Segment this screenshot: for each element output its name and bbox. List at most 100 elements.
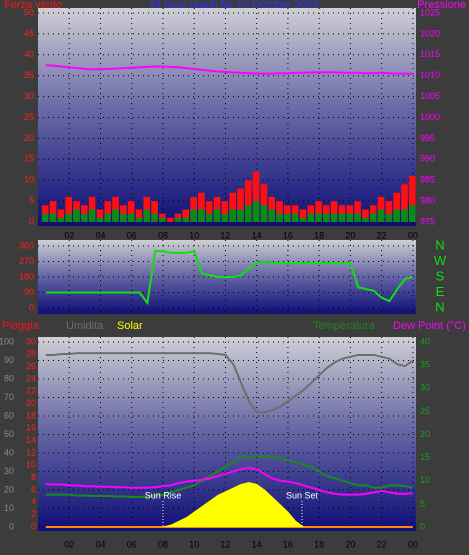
y-tick-label: 26 [26, 361, 36, 371]
y-tick-label: 10 [24, 175, 34, 185]
y-tick-label: 25 [24, 112, 34, 122]
y-tick-label: 40 [420, 336, 430, 346]
y-tick-label: 50 [4, 429, 14, 439]
bar [143, 209, 151, 222]
y-tick-label: 1015 [420, 49, 440, 59]
bar [393, 209, 400, 222]
y-tick-label: 270 [19, 256, 34, 266]
bar [80, 213, 88, 222]
x-tick-label: 02 [64, 230, 74, 240]
y-tick-label: 5 [420, 498, 425, 508]
series-line [45, 466, 413, 496]
y-tick-label: 1005 [420, 91, 440, 101]
bar [299, 209, 307, 222]
x-tick-label: 22 [377, 539, 387, 549]
y-tick-label: 0 [9, 521, 14, 531]
bar [346, 213, 354, 222]
bar [237, 209, 244, 222]
y-tick-label: 985 [420, 175, 435, 185]
x-tick-label: 00 [408, 539, 418, 549]
y-tick-label: 8 [31, 472, 36, 482]
bar [229, 209, 236, 222]
chart-title: 24 hour graph for 10 October 2024 [149, 0, 318, 11]
y-tick-label: 0 [31, 521, 36, 531]
legend-label: Solar [117, 320, 143, 332]
y-tick-label: 980 [420, 195, 435, 205]
bar [338, 213, 346, 222]
bar [151, 213, 158, 222]
x-tick-label: 20 [345, 539, 355, 549]
bar [377, 196, 385, 222]
bar [65, 213, 72, 222]
bar [57, 217, 65, 222]
legend-label: Temperatura [313, 320, 376, 332]
bar [291, 213, 299, 222]
y-tick-label: 40 [24, 49, 34, 59]
bar [315, 213, 322, 222]
y-tick-label: 22 [26, 386, 36, 396]
bar [96, 209, 104, 222]
bar [112, 209, 119, 222]
y-tick-label: 1020 [420, 28, 440, 38]
y-tick-label: 90 [24, 287, 34, 297]
x-tick-label: 10 [189, 230, 199, 240]
y-tick-label: 18 [26, 410, 36, 420]
bar [221, 213, 229, 222]
bar [213, 196, 221, 222]
y-tick-label: 100 [0, 336, 14, 346]
y-tick-label: 10 [26, 460, 36, 470]
bar [120, 213, 127, 222]
bar [354, 201, 361, 222]
y-tick-label: 50 [24, 7, 34, 17]
legend-label: Umidita [66, 320, 104, 332]
x-tick-label: 10 [189, 539, 199, 549]
y-tick-label: 180 [19, 271, 34, 281]
bar [104, 201, 112, 222]
y-tick-label: 0 [29, 216, 34, 226]
y-tick-label: 14 [26, 435, 36, 445]
y-tick-label: 30 [420, 383, 430, 393]
legend-label: Pioggia [2, 320, 40, 332]
y-tick-label: 30 [4, 466, 14, 476]
x-tick-label: 16 [283, 230, 293, 240]
x-tick-label: 04 [95, 539, 105, 549]
y-tick-label: 20 [4, 484, 14, 494]
y-tick-label: 70 [4, 392, 14, 402]
bar [299, 217, 307, 222]
y-tick-label: 6 [31, 484, 36, 494]
bar [354, 213, 361, 222]
bar [88, 209, 96, 222]
bar [362, 209, 369, 222]
x-tick-label: 06 [127, 230, 137, 240]
y-tick-label: 60 [4, 410, 14, 420]
y-tick-label: 15 [24, 154, 34, 164]
bar [276, 201, 283, 222]
x-tick-label: 14 [252, 539, 262, 549]
series-line [45, 249, 414, 306]
x-tick-label: 14 [252, 230, 262, 240]
bar [401, 184, 408, 222]
bar [315, 201, 322, 222]
y-tick-label: 0 [420, 521, 425, 531]
legend-label: Forza vento [4, 0, 62, 11]
bar [393, 192, 400, 222]
y-tick-label: 45 [24, 28, 34, 38]
bar [385, 213, 393, 222]
x-tick-label: 18 [314, 230, 324, 240]
y-tick-label: 30 [26, 336, 36, 346]
bar [166, 217, 174, 222]
y-tick-label: 360 [19, 240, 34, 250]
bar [408, 205, 416, 222]
bar [205, 213, 213, 222]
bar [88, 196, 96, 222]
y-tick-label: S [436, 268, 445, 283]
x-tick-label: 02 [64, 539, 74, 549]
y-tick-label: 1025 [420, 7, 440, 17]
bar [244, 205, 252, 222]
bar [268, 209, 276, 222]
y-tick-label: 15 [420, 452, 430, 462]
y-tick-label: 975 [420, 216, 435, 226]
x-tick-label: 20 [345, 230, 355, 240]
y-tick-label: 40 [4, 447, 14, 457]
series-line [45, 455, 414, 498]
